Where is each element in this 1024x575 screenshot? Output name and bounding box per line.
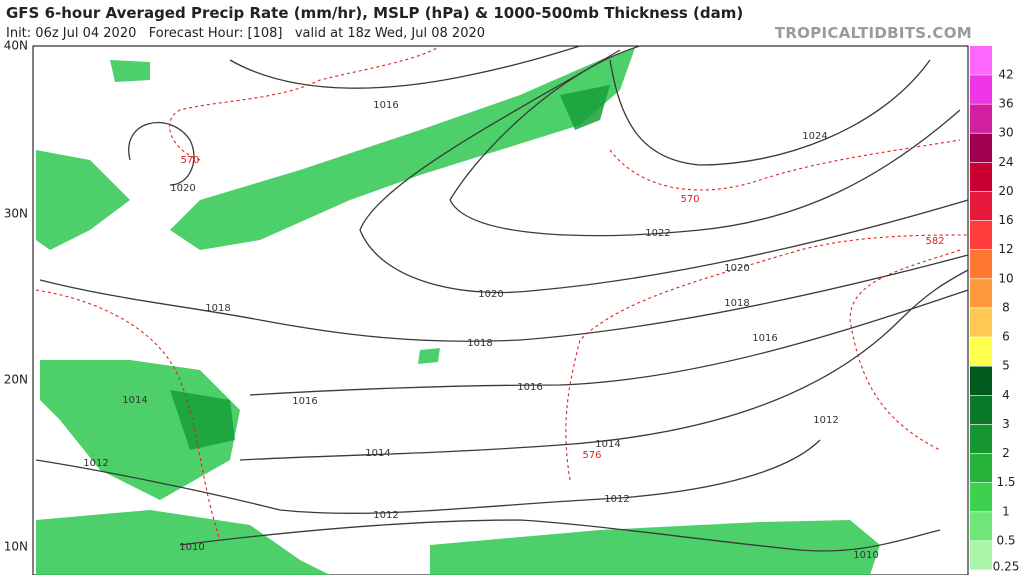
thickness-label: 582: [925, 236, 944, 247]
isobar-label: 1024: [802, 131, 827, 142]
colorbar-swatch: [970, 133, 992, 163]
isobar-label: 1018: [467, 338, 492, 349]
colorbar-label: 1: [1002, 504, 1010, 518]
latitude-label: 20N: [4, 373, 28, 387]
colorbar-label: 36: [998, 97, 1013, 111]
colorbar-swatch: [970, 337, 992, 367]
colorbar-swatch: [970, 307, 992, 338]
colorbar-label: 4: [1002, 388, 1010, 402]
isobar-label: 1018: [205, 303, 230, 314]
rain-band: [560, 85, 610, 130]
rain-area: [430, 520, 880, 575]
colorbar-label: 6: [1002, 330, 1010, 344]
thickness-label: 570: [180, 155, 199, 166]
isobar: [239, 269, 969, 461]
colorbar-label: 24: [998, 155, 1013, 169]
isobar: [609, 59, 931, 166]
thickness-line: [169, 45, 441, 161]
colorbar-label: 42: [998, 68, 1013, 82]
thickness-label: 570: [680, 194, 699, 205]
source: TROPICALTIDBITS.COM: [774, 24, 972, 42]
colorbar-swatch: [970, 453, 992, 483]
colorbar-swatch: [970, 482, 992, 512]
colorbar-label: 16: [998, 213, 1013, 227]
thickness-lines: [35, 45, 969, 541]
isobar-label: 1012: [604, 494, 629, 505]
thickness-label: 576: [582, 450, 601, 461]
colorbar-swatch: [970, 75, 992, 105]
isobar-label: 1010: [853, 550, 878, 561]
colorbar-label: 1.5: [996, 475, 1015, 489]
title: GFS 6-hour Averaged Precip Rate (mm/hr),…: [6, 4, 744, 22]
colorbar-label: 30: [998, 126, 1013, 140]
colorbar-label: 0.25: [993, 560, 1020, 574]
isobar-label: 1018: [724, 298, 749, 309]
colorbar-swatch: [970, 191, 992, 221]
colorbar-swatch: [970, 424, 992, 454]
precipitation: [36, 48, 880, 575]
isobar-label: 1012: [813, 415, 838, 426]
thickness-line: [849, 249, 961, 451]
colorbar-swatch: [970, 249, 992, 279]
isobar-label: 1022: [645, 228, 670, 239]
colorbar-label: 8: [1002, 300, 1010, 314]
colorbar-swatch: [970, 104, 992, 134]
isobar-label: 1012: [83, 458, 108, 469]
colorbar-swatch: [970, 511, 992, 541]
isobar-label: 1010: [179, 542, 204, 553]
rain-area: [418, 348, 440, 364]
latitude-label: 30N: [4, 207, 28, 221]
colorbar-swatch: [970, 46, 992, 75]
colorbar-label: 12: [998, 242, 1013, 256]
rain-band: [170, 48, 635, 250]
colorbar-swatch: [970, 395, 992, 425]
rain-area: [36, 510, 330, 575]
rain-area: [36, 150, 130, 250]
colorbar-swatch: [970, 366, 992, 396]
isobar: [35, 439, 821, 514]
isobar-label: 1020: [724, 263, 749, 274]
isobar: [179, 519, 941, 552]
isobar-label: 1014: [365, 448, 390, 459]
colorbar-label: 20: [998, 184, 1013, 198]
colorbar-swatch: [970, 540, 992, 570]
isobar: [39, 254, 969, 342]
colorbar-label: 10: [998, 271, 1013, 285]
isobar-label: 1014: [122, 395, 147, 406]
isobar-label: 1016: [292, 396, 317, 407]
isobar: [359, 49, 969, 294]
colorbar-swatch: [970, 162, 992, 192]
thickness-line: [565, 234, 969, 481]
isobar-label: 1014: [595, 439, 620, 450]
thickness-line: [609, 139, 961, 191]
colorbar-label: 0.5: [996, 533, 1015, 547]
colorbar-swatch: [970, 278, 992, 308]
isobar-label: 1020: [478, 289, 503, 300]
isobar: [449, 45, 961, 237]
colorbar-label: 5: [1002, 359, 1010, 373]
isobar: [229, 45, 581, 89]
thickness-line: [35, 289, 221, 541]
isobar: [249, 289, 969, 396]
rain-area: [170, 390, 235, 450]
isobar-label: 1016: [517, 382, 542, 393]
latitude-label: 10N: [4, 540, 28, 554]
rain-area: [110, 60, 150, 82]
isobar-label: 1020: [170, 183, 195, 194]
colorbar: 42 36 30 24 20 16 12 10 8 6 5 4 3 2 1.5 1 0.5 0.25: [970, 46, 1019, 574]
isobar-label: 1012: [373, 510, 398, 521]
colorbar-label: 3: [1002, 417, 1010, 431]
isobar: [128, 121, 195, 186]
isobar-label: 1016: [752, 333, 777, 344]
subtitle: Init: 06z Jul 04 2020 Forecast Hour: [10…: [6, 26, 486, 41]
latitude-label: 40N: [4, 39, 28, 53]
isobar-label: 1016: [373, 100, 398, 111]
colorbar-label: 2: [1002, 446, 1010, 460]
isobars: [35, 45, 969, 552]
colorbar-swatch: [970, 220, 992, 250]
